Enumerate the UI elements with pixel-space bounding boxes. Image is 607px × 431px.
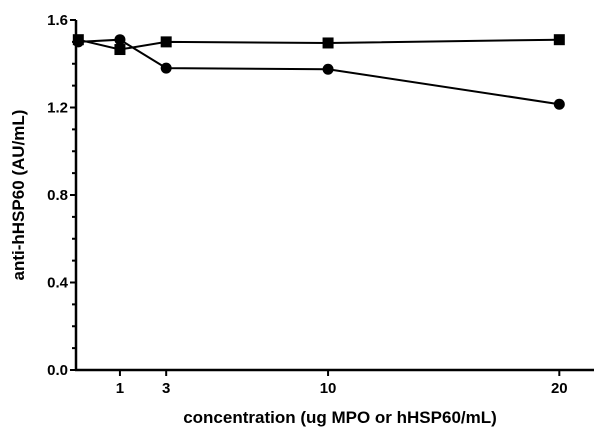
y-tick-label: 1.2 [47,100,68,117]
data-point-circle [553,98,565,110]
series-layer [72,34,565,110]
y-tick-label: 0.4 [47,275,69,292]
series-circle-line [78,38,560,106]
data-point-square [114,44,126,56]
x-tick-label: 10 [320,380,337,397]
y-tick-label: 0.0 [47,362,68,379]
data-point-square [553,34,565,46]
y-tick-label: 0.8 [47,187,68,204]
x-axis-title: concentration (ug MPO or hHSP60/mL) [183,408,497,427]
y-tick-label: 1.6 [47,12,68,29]
x-tick-label: 3 [162,380,170,397]
x-tick-label: 20 [551,380,568,397]
data-point-square [160,36,172,48]
data-point-circle [114,34,126,46]
data-point-circle [322,63,334,75]
x-tick-label: 1 [116,380,124,397]
series-square-line [78,38,560,51]
y-axis-title: anti-hHSP60 (AU/mL) [9,110,28,281]
y-axis-ticks: 0.0 0.4 0.8 1.2 1.6 [47,12,76,379]
x-axis-ticks: 1 3 10 20 [116,370,568,397]
data-point-circle [160,62,172,74]
data-point-square [322,37,334,49]
data-point-square [72,34,84,46]
